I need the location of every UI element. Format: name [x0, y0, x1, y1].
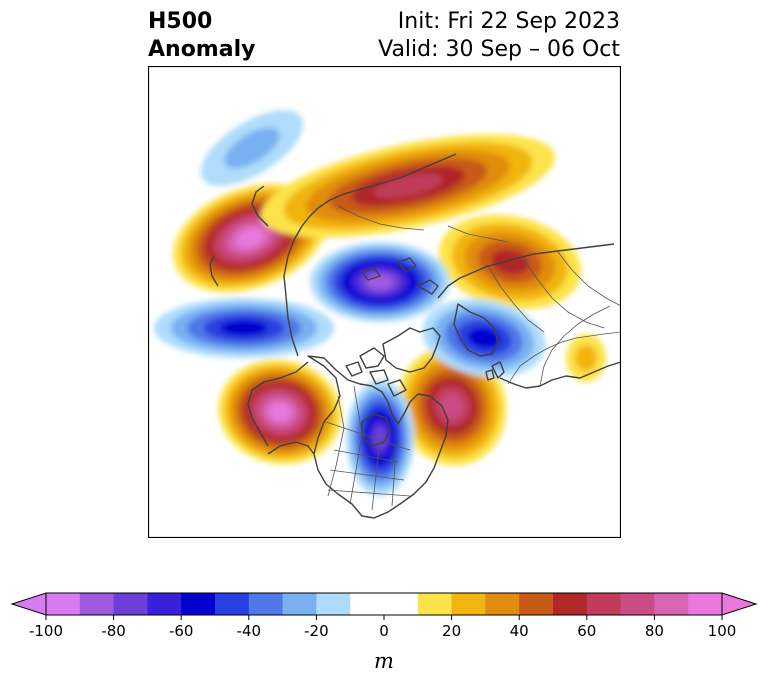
- anomaly-contour: [440, 393, 464, 419]
- colorbar-cell: [113, 593, 148, 615]
- colorbar-cell: [147, 593, 182, 615]
- colorbar-cell: [417, 593, 453, 615]
- positive-anomaly-center: [566, 334, 606, 382]
- kind-label: Anomaly: [148, 37, 256, 62]
- colorbar-under-arrow: [10, 592, 47, 616]
- anomaly-contour: [235, 228, 265, 248]
- colorbar-over-arrow: [721, 592, 758, 616]
- positive-anomaly-center: [397, 346, 507, 466]
- variable-label: H500: [148, 9, 213, 34]
- colorbar-cell: [519, 593, 554, 615]
- colorbar-tick-label: -20: [304, 622, 329, 640]
- colorbar-tick-label: 20: [442, 622, 461, 640]
- negative-anomaly-center: [346, 380, 414, 496]
- colorbar-cell: [350, 593, 385, 615]
- political-borders: [325, 205, 621, 511]
- anomaly-contour: [373, 173, 443, 199]
- negative-anomaly-center: [422, 299, 546, 377]
- colorbar-cell: [451, 593, 486, 615]
- colorbar-tick-label: 60: [577, 622, 596, 640]
- positive-anomaly-center: [261, 134, 555, 238]
- colorbar-unit-label: m: [374, 649, 394, 673]
- init-date: Init: Fri 22 Sep 2023: [397, 9, 620, 34]
- colorbar-cell: [620, 593, 655, 615]
- colorbar-tick-label: -100: [29, 622, 63, 640]
- colorbar-tick-label: -40: [237, 622, 262, 640]
- colorbar-cell: [282, 593, 317, 615]
- negative-anomaly-center: [154, 298, 334, 358]
- colorbar-cell: [586, 593, 622, 615]
- colorbar-cell: [215, 593, 250, 615]
- map-title: H500 Anomaly: [148, 8, 255, 64]
- colorbar-tick-label: -80: [101, 622, 126, 640]
- colorbar-cell: [181, 593, 216, 615]
- valid-range: Valid: 30 Sep – 06 Oct: [378, 37, 620, 62]
- colorbar-cell: [316, 593, 351, 615]
- colorbar-tick-label: 0: [379, 622, 389, 640]
- colorbar-tick-label: 80: [645, 622, 664, 640]
- anomaly-contour: [220, 320, 268, 336]
- colorbar-cell: [46, 593, 81, 615]
- colorbar-cell: [248, 593, 284, 615]
- colorbar-cell: [485, 593, 520, 615]
- colorbar-cells: [10, 592, 758, 616]
- anomaly-contour: [491, 249, 529, 275]
- colorbar-cell: [79, 593, 115, 615]
- map-frame: [148, 66, 621, 538]
- date-info: Init: Fri 22 Sep 2023 Valid: 30 Sep – 06…: [378, 8, 620, 64]
- colorbar-cell: [688, 593, 723, 615]
- anomaly-map: [148, 66, 621, 538]
- colorbar: -100 -80 -60 -40 -20 0 20 40 60 80 100 m: [10, 592, 758, 673]
- colorbar-tick-label: 40: [510, 622, 529, 640]
- colorbar-ticks: -100 -80 -60 -40 -20 0 20 40 60 80 100: [29, 615, 736, 640]
- colorbar-tick-label: 100: [708, 622, 737, 640]
- anomaly-contour: [268, 402, 292, 422]
- colorbar-tick-label: -60: [169, 622, 194, 640]
- negative-anomaly-center: [310, 242, 450, 322]
- colorbar-cell: [553, 593, 588, 615]
- anomaly-fill: [154, 110, 606, 496]
- colorbar-cell: [384, 593, 419, 615]
- anomaly-contour: [224, 127, 280, 169]
- coastlines: [209, 153, 621, 519]
- anomaly-contour: [575, 345, 597, 371]
- positive-anomaly-center: [218, 359, 342, 465]
- negative-anomaly-center: [200, 110, 304, 186]
- anomaly-contour: [467, 327, 501, 349]
- colorbar-cell: [654, 593, 689, 615]
